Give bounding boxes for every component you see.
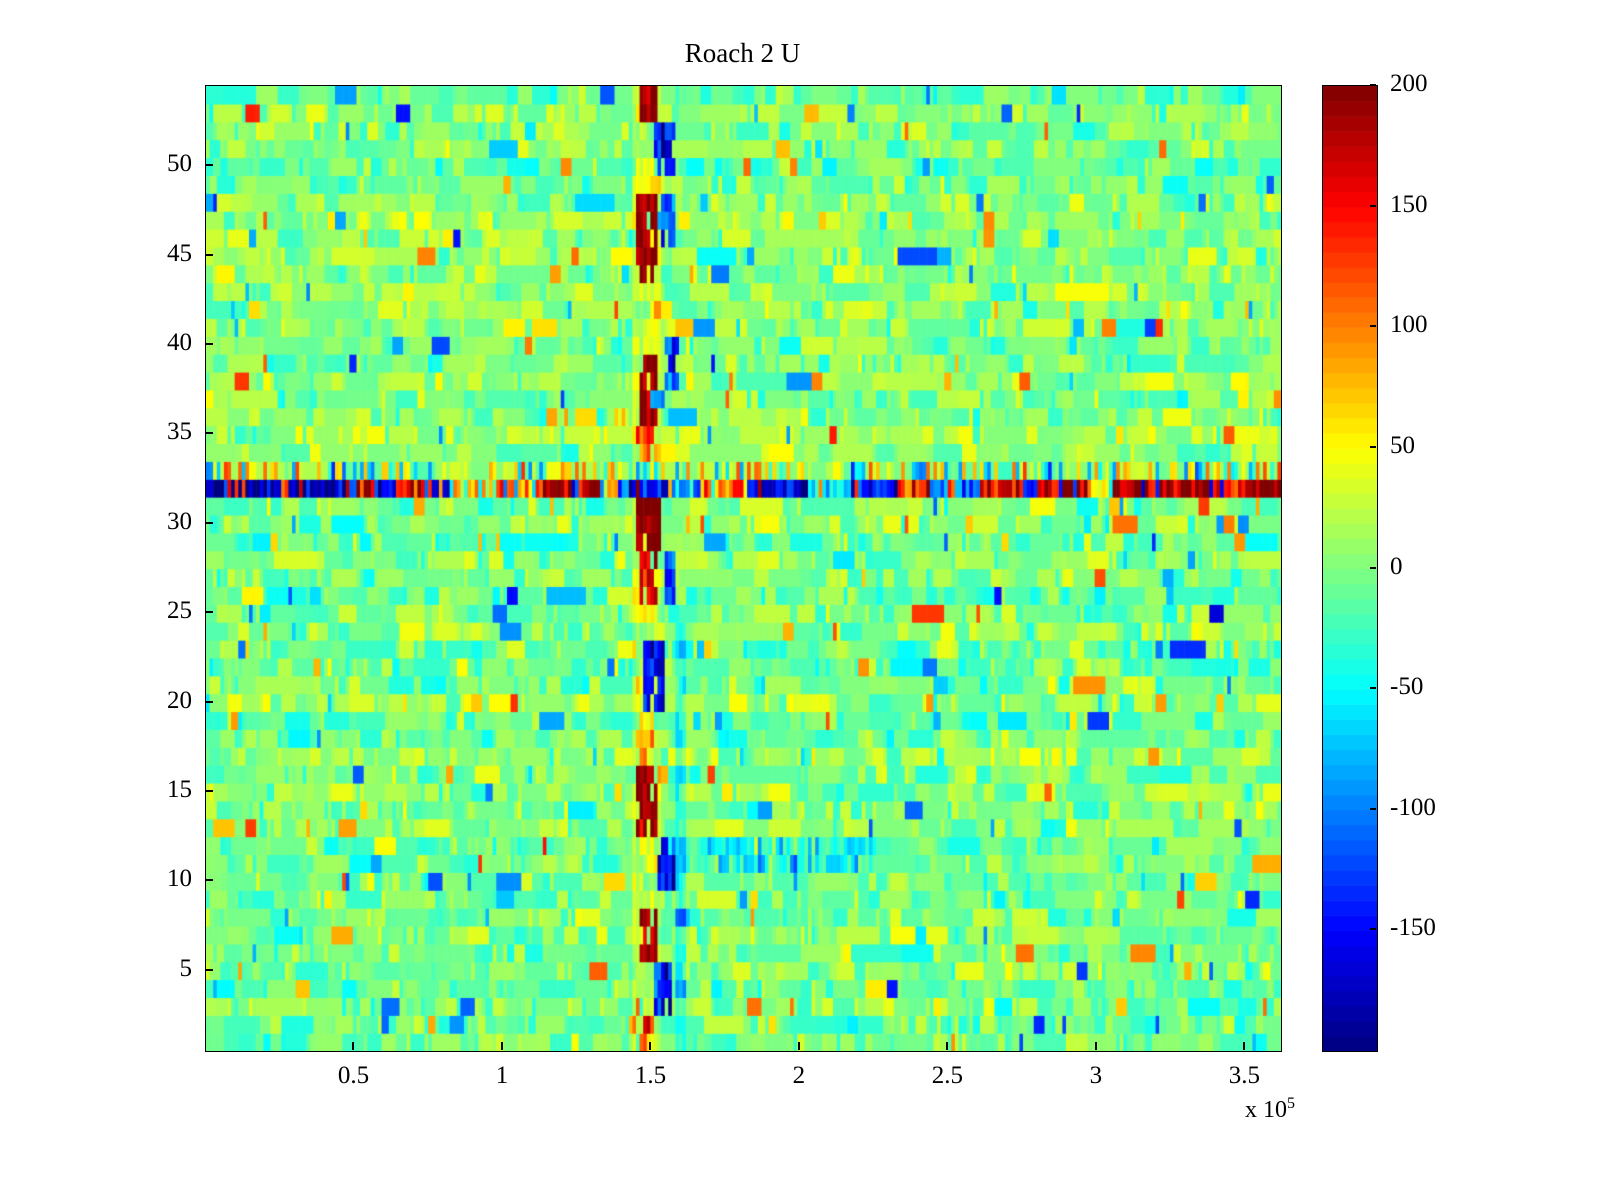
- x-axis-multiplier: x 105: [1150, 1095, 1295, 1124]
- y-tick-label: 30: [167, 507, 192, 535]
- y-tick-mark: [205, 700, 213, 703]
- y-tick-label: 50: [167, 150, 192, 178]
- colorbar-tick-mark: [1370, 566, 1376, 569]
- x-tick-mark: [649, 1042, 652, 1050]
- x-tick-mark: [500, 1042, 503, 1050]
- colorbar-tick-label: 150: [1390, 190, 1428, 218]
- y-tick-label: 10: [167, 865, 192, 893]
- plot-title: Roach 2 U: [684, 38, 801, 68]
- y-tick-mark: [205, 343, 213, 346]
- x-tick-mark: [1094, 1042, 1097, 1050]
- colorbar-canvas: [1322, 85, 1378, 1052]
- colorbar-tick-mark: [1370, 445, 1376, 448]
- y-tick-mark: [205, 968, 213, 971]
- x-tick-label: 2.5: [931, 1062, 964, 1089]
- colorbar-tick-label: 100: [1390, 311, 1428, 339]
- x-tick-label: 3.5: [1228, 1062, 1260, 1089]
- y-tick-mark: [205, 164, 213, 167]
- colorbar-tick-label: 0: [1390, 552, 1403, 580]
- colorbar-tick-mark: [1370, 84, 1376, 86]
- y-tick-label: 5: [179, 954, 193, 982]
- x-tick-mark: [797, 1042, 800, 1050]
- colorbar-tick-mark: [1370, 325, 1376, 328]
- x-mult-exponent: 5: [1287, 1095, 1295, 1112]
- x-tick-label: 0.5: [337, 1062, 370, 1089]
- x-tick-label: 2: [792, 1062, 806, 1089]
- heatmap-canvas: [205, 85, 1282, 1052]
- x-tick-label: 3: [1089, 1062, 1103, 1089]
- y-tick-label: 15: [167, 775, 192, 803]
- colorbar-tick-label: -50: [1390, 673, 1424, 701]
- y-tick-mark: [205, 253, 213, 256]
- colorbar-tick-label: 50: [1390, 431, 1415, 459]
- y-tick-mark: [205, 432, 213, 435]
- colorbar-tick-label: 200: [1390, 70, 1428, 97]
- colorbar-tick-label: -100: [1390, 793, 1436, 821]
- colorbar-tick-mark: [1370, 687, 1376, 690]
- x-mult-prefix: x 10: [1245, 1097, 1287, 1123]
- y-tick-mark: [205, 879, 213, 882]
- y-tick-mark: [205, 521, 213, 524]
- x-tick-mark: [946, 1042, 949, 1050]
- x-tick-label: 1.5: [634, 1062, 667, 1089]
- colorbar-tick-mark: [1370, 204, 1376, 207]
- y-tick-label: 45: [167, 239, 192, 267]
- y-tick-label: 25: [167, 597, 192, 625]
- colorbar-tick-mark: [1370, 928, 1376, 931]
- x-tick-mark: [352, 1042, 355, 1050]
- y-tick-label: 35: [167, 418, 192, 446]
- y-tick-mark: [205, 789, 213, 792]
- x-tick-label: 1: [495, 1062, 509, 1089]
- colorbar-tick-mark: [1370, 807, 1376, 810]
- x-tick-mark: [1243, 1042, 1246, 1050]
- y-tick-label: 20: [167, 686, 192, 714]
- y-tick-mark: [205, 611, 213, 614]
- y-tick-label: 40: [167, 329, 192, 357]
- colorbar-tick-label: -150: [1390, 914, 1436, 942]
